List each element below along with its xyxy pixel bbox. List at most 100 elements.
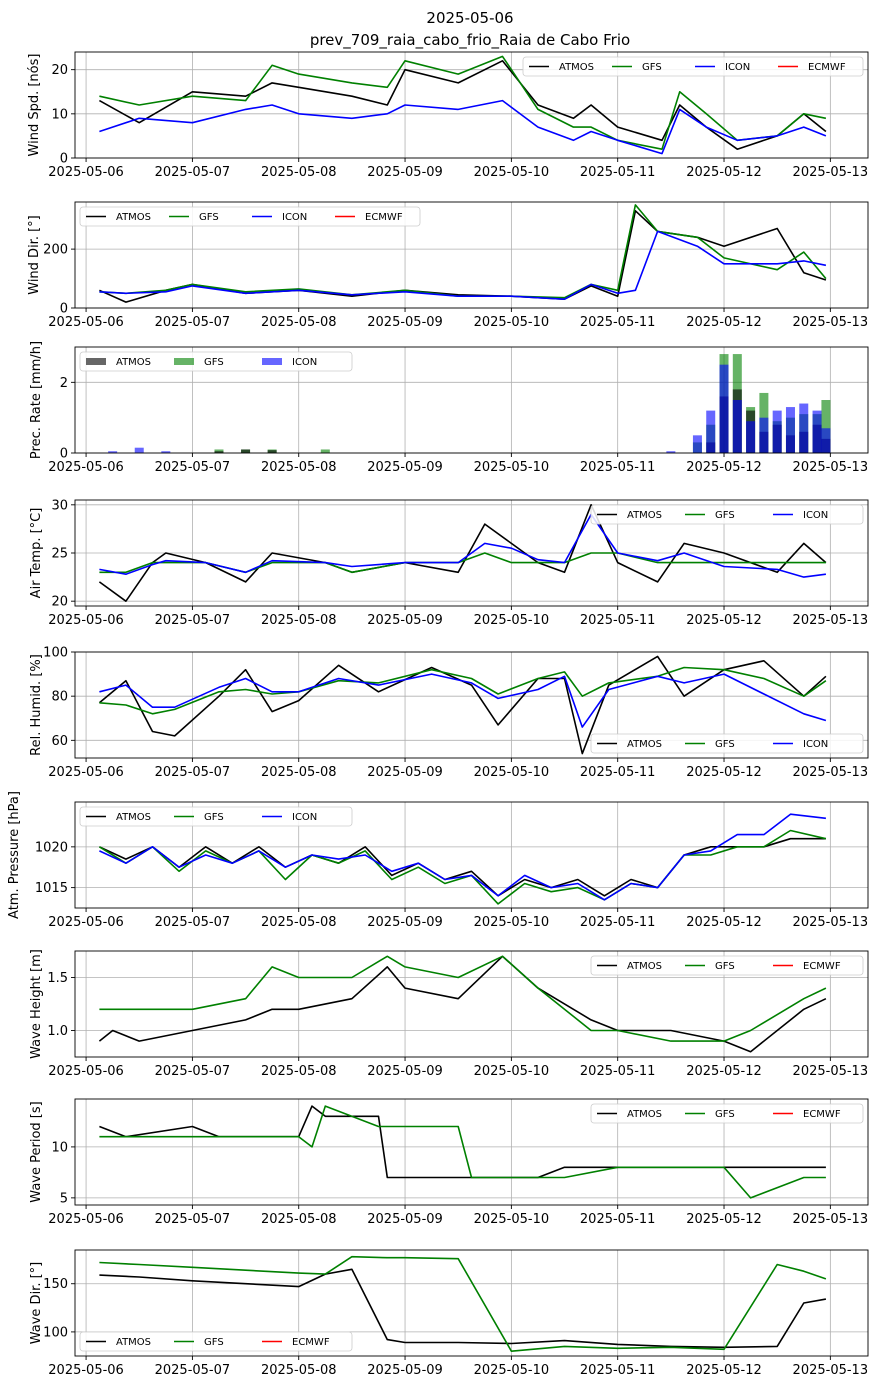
x-tick-label: 2025-05-10 (474, 460, 550, 475)
figure-title: 2025-05-06 (426, 9, 513, 27)
y-tick-label: 10 (51, 1140, 68, 1155)
x-tick-label: 2025-05-09 (367, 165, 443, 180)
legend-label-gfs: GFS (204, 812, 224, 823)
legend-label-icon: ICON (803, 510, 828, 521)
y-axis-label: Atm. Pressure [hPa] (7, 791, 22, 919)
x-tick-label: 2025-05-08 (261, 1363, 337, 1378)
bar-icon (706, 410, 716, 453)
panel-7: 2025-05-06 2025-05-07 2025-05-08 2025-05-09… (29, 949, 869, 1079)
y-tick-label: 150 (43, 1277, 68, 1292)
x-tick-label: 2025-05-07 (155, 765, 231, 780)
legend-label-ecmwf: ECMWF (803, 1109, 841, 1120)
x-tick-label: 2025-05-12 (686, 460, 762, 475)
x-tick-label: 2025-05-08 (261, 915, 337, 930)
x-tick-label: 2025-05-13 (793, 915, 869, 930)
panel-1: 2025-05-06 2025-05-07 2025-05-08 2025-05-09… (27, 51, 869, 180)
y-tick-label: 10 (51, 107, 68, 122)
bar-icon (799, 403, 809, 453)
legend-label-atmos: ATMOS (116, 212, 151, 223)
bar-icon (785, 407, 795, 453)
legend-label-atmos: ATMOS (116, 1337, 151, 1348)
series-line-icon (99, 513, 827, 578)
axes-frame (74, 201, 869, 309)
legend-label-atmos: ATMOS (559, 62, 594, 73)
x-tick-label: 2025-05-09 (367, 915, 443, 930)
x-tick-label: 2025-05-06 (48, 1064, 124, 1079)
panel-6: 2025-05-06 2025-05-07 2025-05-08 2025-05-09… (7, 791, 869, 930)
x-tick-label: 2025-05-11 (580, 315, 656, 330)
legend-swatch-gfs (174, 358, 194, 365)
legend: ATMOS GFS ECMWF (590, 955, 864, 976)
y-tick-label: 80 (51, 690, 68, 705)
x-tick-label: 2025-05-07 (155, 315, 231, 330)
legend-swatch-atmos (86, 358, 106, 365)
legend-label-gfs: GFS (715, 739, 735, 750)
y-tick-label: 0 (60, 152, 68, 167)
x-tick-label: 2025-05-11 (580, 1064, 656, 1079)
bar-atmos (267, 450, 277, 453)
legend-label-icon: ICON (292, 357, 317, 368)
legend-box (79, 806, 353, 827)
axes-frame (74, 1249, 869, 1357)
x-tick-label: 2025-05-10 (474, 1212, 550, 1227)
x-tick-label: 2025-05-06 (48, 1363, 124, 1378)
legend-label-gfs: GFS (642, 62, 662, 73)
legend: ATMOS GFS ICON ECMWF (79, 206, 421, 227)
legend-label-gfs: GFS (199, 212, 219, 223)
panel-9: 2025-05-06 2025-05-07 2025-05-08 2025-05-09… (29, 1249, 869, 1378)
x-tick-label: 2025-05-12 (686, 765, 762, 780)
y-tick-label: 200 (43, 243, 68, 258)
legend-label-atmos: ATMOS (627, 510, 662, 521)
plot-area (98, 503, 827, 603)
bar-icon (108, 451, 118, 453)
x-tick-label: 2025-05-12 (686, 613, 762, 628)
y-tick-label: 0 (60, 447, 68, 462)
bar-icon (161, 451, 171, 453)
series-line-gfs (99, 1255, 827, 1352)
legend-label-ecmwf: ECMWF (292, 1337, 330, 1348)
x-tick-label: 2025-05-11 (580, 613, 656, 628)
y-axis-label: Wave Dir. [°] (29, 1262, 44, 1345)
legend-box (590, 504, 864, 525)
x-tick-label: 2025-05-13 (793, 765, 869, 780)
x-tick-label: 2025-05-08 (261, 165, 337, 180)
y-tick-label: 60 (51, 734, 68, 749)
axes-frame (74, 801, 869, 909)
y-axis-label: Wave Period [s] (29, 1101, 44, 1202)
x-tick-label: 2025-05-07 (155, 915, 231, 930)
plot-area (99, 1255, 827, 1352)
x-tick-label: 2025-05-11 (580, 915, 656, 930)
y-tick-label: 0 (60, 302, 68, 317)
plot-area (99, 1105, 826, 1199)
bar-atmos (241, 449, 251, 453)
x-tick-label: 2025-05-11 (580, 460, 656, 475)
legend-box (522, 56, 864, 77)
x-tick-label: 2025-05-09 (367, 1363, 443, 1378)
x-tick-label: 2025-05-10 (474, 765, 550, 780)
y-axis-label: Rel. Humid. [%] (29, 654, 44, 756)
y-tick-label: 20 (51, 63, 68, 78)
legend-label-icon: ICON (292, 812, 317, 823)
x-tick-label: 2025-05-06 (48, 765, 124, 780)
bar-icon (772, 410, 782, 453)
legend-label-gfs: GFS (715, 510, 735, 521)
panels: 2025-05-06 2025-05-07 2025-05-08 2025-05-09… (7, 51, 869, 1378)
y-tick-label: 100 (43, 1325, 68, 1340)
x-tick-label: 2025-05-07 (155, 1064, 231, 1079)
x-tick-label: 2025-05-10 (474, 165, 550, 180)
x-tick-label: 2025-05-13 (793, 1064, 869, 1079)
x-tick-label: 2025-05-07 (155, 460, 231, 475)
series-line-atmos (98, 655, 827, 755)
x-tick-label: 2025-05-10 (474, 1064, 550, 1079)
x-tick-label: 2025-05-09 (367, 765, 443, 780)
x-tick-label: 2025-05-06 (48, 165, 124, 180)
x-tick-label: 2025-05-09 (367, 1212, 443, 1227)
legend: ATMOS GFS ICON (590, 733, 864, 754)
series-line-gfs (98, 829, 827, 905)
x-tick-label: 2025-05-12 (686, 1212, 762, 1227)
y-tick-label: 25 (51, 547, 68, 562)
x-tick-label: 2025-05-13 (793, 1363, 869, 1378)
y-tick-label: 1015 (35, 881, 68, 896)
legend-box (590, 733, 864, 754)
